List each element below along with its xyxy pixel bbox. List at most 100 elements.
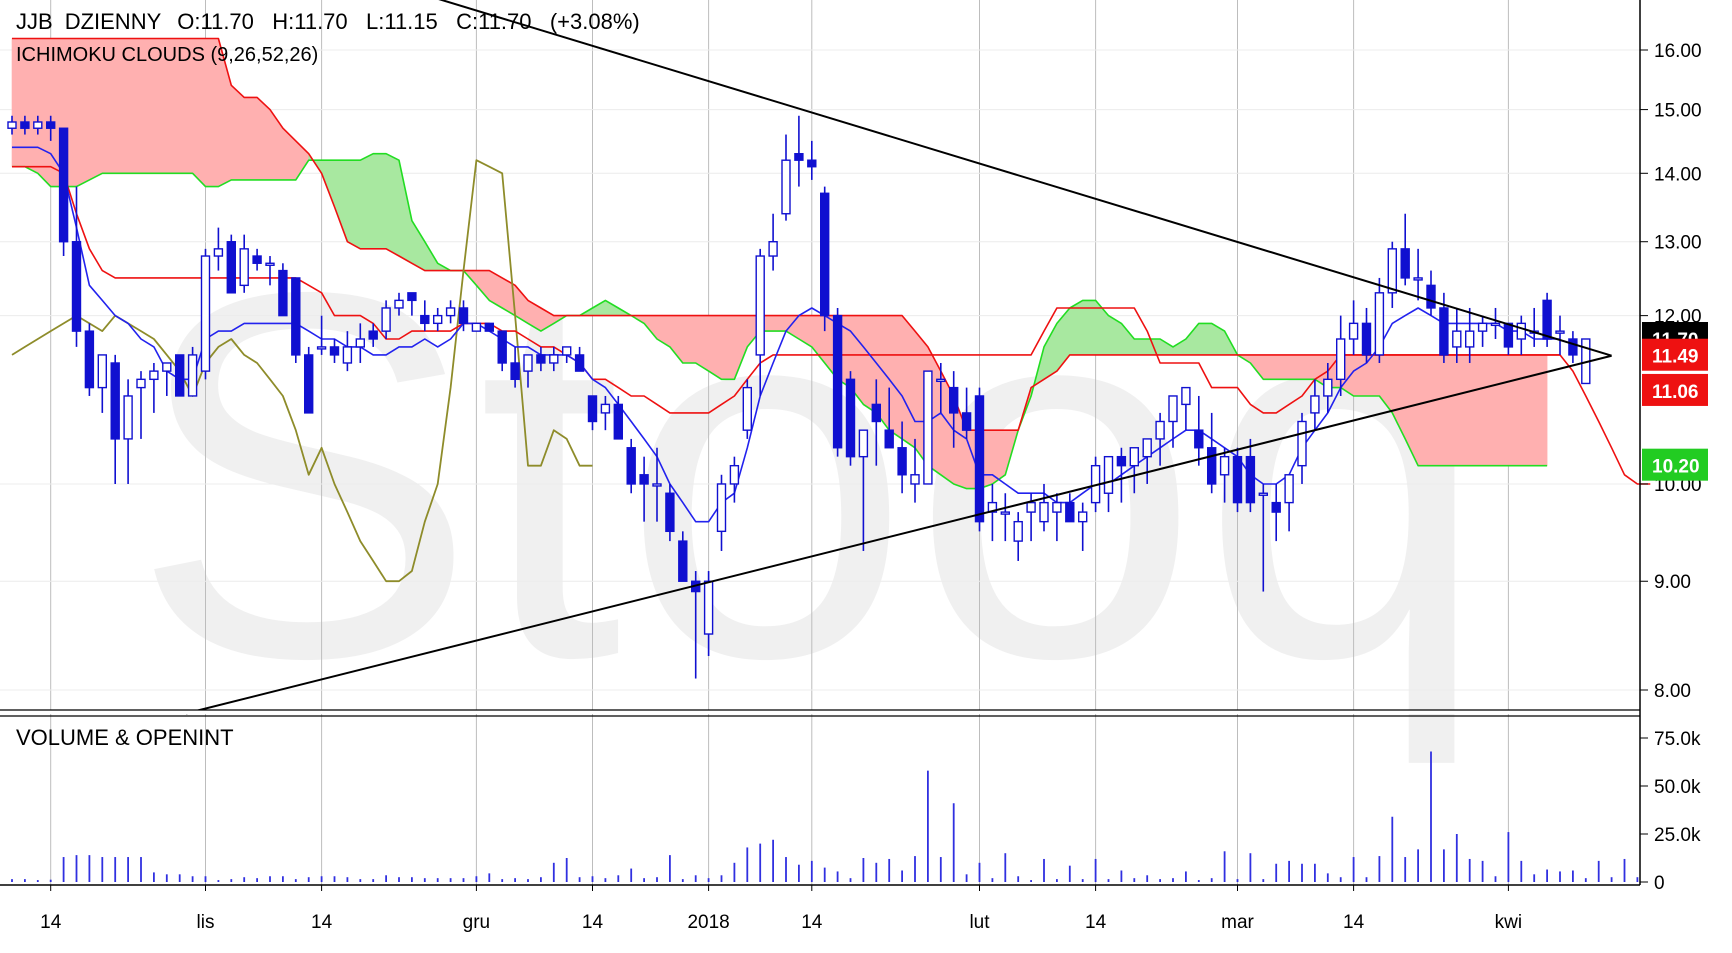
candle-body xyxy=(174,354,185,397)
candle xyxy=(729,456,740,503)
candle-body xyxy=(1219,455,1230,476)
candle xyxy=(910,438,920,503)
cloud-segment xyxy=(385,153,400,257)
date-axis: 14 lis 14 gru 14 2018 14 lut 14 mar 14 kwi xyxy=(40,885,1522,933)
candle-body xyxy=(1129,447,1140,467)
candle xyxy=(742,379,752,439)
candle-body xyxy=(678,540,688,582)
candle-body xyxy=(910,474,920,485)
candle-body xyxy=(187,354,198,397)
candle-body xyxy=(200,255,211,372)
candle xyxy=(58,127,69,257)
date-tick-label: kwi xyxy=(1495,912,1522,933)
candle-body xyxy=(1477,322,1488,332)
candle-body xyxy=(433,314,443,325)
candle xyxy=(20,115,30,135)
candle xyxy=(536,346,546,372)
cloud-segment xyxy=(1482,354,1496,467)
candle-body xyxy=(20,121,30,129)
candle-body xyxy=(1194,429,1204,449)
cloud-segment xyxy=(1495,354,1509,467)
price-tick-label: 16.00 xyxy=(1654,41,1702,62)
candle-body xyxy=(71,241,82,332)
candle xyxy=(1297,412,1307,484)
date-tick-label: gru xyxy=(463,912,490,933)
candle xyxy=(1077,502,1088,551)
candle-body xyxy=(329,346,340,356)
candle xyxy=(845,371,856,466)
date-tick-label: 14 xyxy=(582,912,604,933)
candle xyxy=(484,322,494,332)
candle xyxy=(1116,447,1127,503)
candle xyxy=(187,346,198,397)
volume-axis: 75.0k 50.0k 25.0k 0 xyxy=(1640,729,1701,894)
candle xyxy=(407,292,417,316)
candle-body xyxy=(562,346,572,356)
candle-body xyxy=(471,322,482,332)
candle xyxy=(433,307,443,332)
candle-body xyxy=(445,307,456,317)
candle-body xyxy=(923,370,933,485)
candle-body xyxy=(832,314,843,449)
candle xyxy=(639,456,649,522)
cloud-segment xyxy=(1198,323,1212,356)
candle xyxy=(471,322,482,332)
candle-body xyxy=(1284,474,1294,504)
candle-body xyxy=(484,322,494,332)
candle-body xyxy=(536,354,546,364)
candle-body xyxy=(1439,307,1449,356)
cloud-segment xyxy=(1301,354,1316,380)
price-tick-label: 9.00 xyxy=(1654,572,1691,593)
candle xyxy=(1206,412,1217,494)
cloud-segment xyxy=(695,315,709,372)
candle xyxy=(291,277,301,363)
cloud-segment xyxy=(1521,354,1535,467)
candle-body xyxy=(1323,378,1333,397)
candle xyxy=(1542,292,1552,347)
candle xyxy=(149,362,159,413)
candle-body xyxy=(1245,455,1256,504)
candle-body xyxy=(1077,511,1088,523)
candle xyxy=(136,371,146,439)
date-tick-label: 14 xyxy=(1085,912,1107,933)
candles xyxy=(7,115,1591,679)
candle-body xyxy=(974,395,985,523)
cloud-segment xyxy=(708,315,722,380)
candle-body xyxy=(1464,330,1475,348)
volume-tick-label: 25.0k xyxy=(1654,825,1701,846)
candle-body xyxy=(729,464,740,485)
candle-body xyxy=(665,492,675,533)
candle-body xyxy=(316,346,327,350)
candle xyxy=(600,395,611,431)
cloud-segment xyxy=(256,96,271,181)
candle-body xyxy=(1335,338,1346,381)
candle xyxy=(820,186,830,332)
candle xyxy=(1323,362,1333,413)
candle-body xyxy=(523,354,533,372)
candle-body xyxy=(252,255,262,264)
candle xyxy=(832,307,843,457)
candle-body xyxy=(794,153,804,161)
candle xyxy=(678,531,688,582)
volume-tick-label: 0 xyxy=(1654,873,1665,894)
candle xyxy=(239,234,249,293)
candle xyxy=(7,115,17,135)
candle xyxy=(768,213,778,271)
candle-body xyxy=(781,159,791,215)
candle xyxy=(884,387,894,449)
candle xyxy=(252,248,262,271)
candle-body xyxy=(342,346,353,364)
cloud-segment xyxy=(231,84,245,181)
candle xyxy=(1413,248,1423,301)
date-tick-label: lis xyxy=(197,912,215,933)
candle xyxy=(1374,277,1385,363)
candle-body xyxy=(394,299,404,309)
candle-body xyxy=(897,447,907,476)
candle-body xyxy=(549,354,559,364)
cloud-segment xyxy=(772,315,787,332)
candle xyxy=(1219,447,1230,503)
candle-body xyxy=(110,362,120,440)
candle-body xyxy=(1065,501,1075,523)
